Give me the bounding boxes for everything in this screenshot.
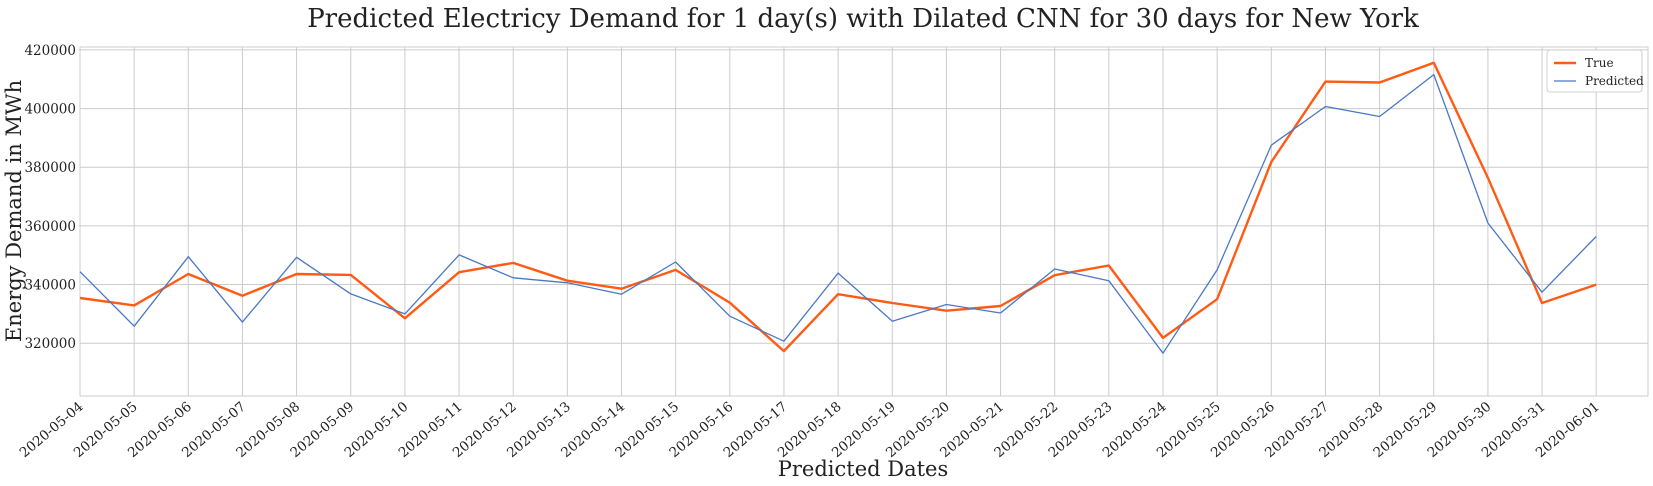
series-line-predicted xyxy=(79,73,1597,354)
y-tick-label: 420000 xyxy=(24,43,76,59)
y-tick-label: 380000 xyxy=(24,160,76,176)
legend-label-predicted: Predicted xyxy=(1585,74,1644,88)
y-axis-label: Energy Demand in MWh xyxy=(2,80,26,342)
x-axis-label: Predicted Dates xyxy=(778,457,949,481)
legend-label-true: True xyxy=(1585,56,1614,70)
grid xyxy=(79,47,1648,396)
chart-title: Predicted Electricy Demand for 1 day(s) … xyxy=(307,4,1419,34)
y-tick-labels: 320000 340000 360000 380000 400000 420000 xyxy=(24,43,76,352)
series-lines xyxy=(79,61,1597,354)
legend: True Predicted xyxy=(1546,49,1644,93)
y-tick-label: 400000 xyxy=(24,102,76,118)
plot-frame xyxy=(79,46,1649,397)
series-line-true xyxy=(79,61,1597,353)
y-tick-label: 320000 xyxy=(24,336,76,352)
x-tick-labels: 2020-05-042020-05-052020-05-062020-05-07… xyxy=(17,399,1603,461)
y-tick-label: 360000 xyxy=(24,219,76,235)
y-tick-label: 340000 xyxy=(24,278,76,294)
